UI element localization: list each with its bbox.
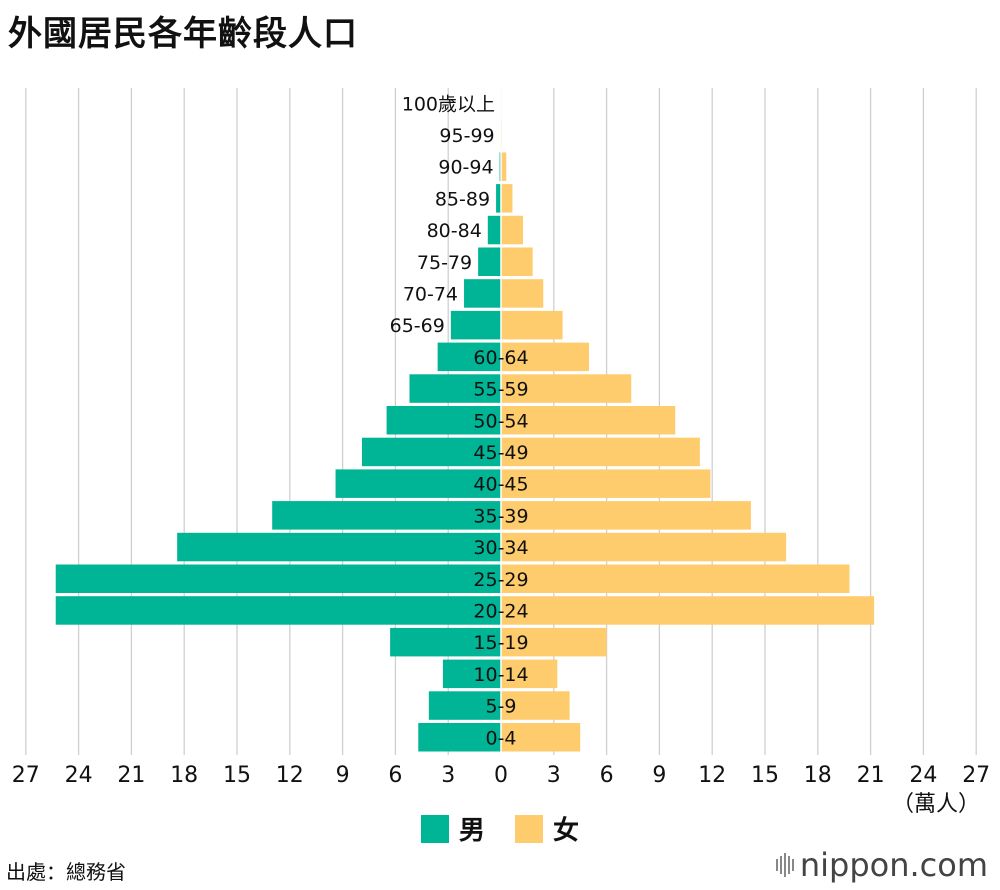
bar-female xyxy=(501,374,632,403)
category-label: 90-94 xyxy=(438,157,493,179)
legend-label-male: 男 xyxy=(458,816,485,846)
x-tick-label: 3 xyxy=(441,763,455,788)
legend: 男 女 xyxy=(0,810,1000,847)
x-tick-label: 12 xyxy=(698,763,726,788)
category-label: 95-99 xyxy=(439,125,494,147)
bar-female xyxy=(501,596,875,625)
x-tick-label: 27 xyxy=(962,763,990,788)
category-label: 85-89 xyxy=(435,188,490,210)
x-tick-label: 18 xyxy=(170,763,198,788)
legend-item-female: 女 xyxy=(515,810,579,847)
bar-female xyxy=(501,406,676,435)
nippon-logo[interactable]: nippon.com xyxy=(775,846,988,884)
x-tick-label: 6 xyxy=(600,763,614,788)
category-label: 0-4 xyxy=(485,727,516,749)
bar-male xyxy=(450,310,501,340)
x-tick-label: 15 xyxy=(751,763,779,788)
category-label: 40-45 xyxy=(473,474,528,496)
bar-male xyxy=(272,501,501,530)
legend-swatch-female xyxy=(515,814,543,843)
bar-female xyxy=(501,184,513,213)
bar-male xyxy=(418,723,501,752)
category-label: 35-39 xyxy=(473,505,528,527)
x-tick-label: 9 xyxy=(652,763,666,788)
bar-male xyxy=(390,627,501,657)
bar-female xyxy=(501,247,533,276)
x-tick-label: 6 xyxy=(388,763,402,788)
bar-male xyxy=(361,437,501,467)
category-label: 15-19 xyxy=(473,632,528,654)
category-label: 30-34 xyxy=(473,537,528,559)
x-tick-label: 21 xyxy=(857,763,885,788)
bar-female xyxy=(501,659,558,689)
bar-female xyxy=(501,310,563,340)
x-tick-label: 9 xyxy=(336,763,350,788)
x-tick-label: 12 xyxy=(276,763,304,788)
bar-female xyxy=(501,627,607,657)
bar-male xyxy=(464,279,501,308)
bar-male xyxy=(487,215,501,245)
category-label: 100歲以上 xyxy=(402,93,495,115)
x-tick-label: 15 xyxy=(223,763,251,788)
x-tick-label: 24 xyxy=(909,763,937,788)
legend-item-male: 男 xyxy=(420,810,485,847)
bar-female xyxy=(501,437,700,467)
nippon-bars-icon xyxy=(775,852,794,878)
category-label: 75-79 xyxy=(417,252,472,274)
legend-label-female: 女 xyxy=(553,816,580,846)
category-label: 50-54 xyxy=(473,410,528,432)
category-label: 55-59 xyxy=(473,379,528,401)
logo-text: nippon.com xyxy=(799,846,988,884)
category-label: 80-84 xyxy=(427,220,482,242)
bar-female xyxy=(501,152,507,181)
bar-male xyxy=(442,659,501,689)
bar-female xyxy=(501,215,523,245)
bar-male xyxy=(428,691,501,720)
bar-male xyxy=(478,247,501,276)
bar-female xyxy=(501,342,589,372)
bar-female xyxy=(501,532,787,562)
x-tick-label: 27 xyxy=(12,763,40,788)
x-tick-label: 0 xyxy=(494,763,508,788)
bar-male xyxy=(386,406,501,435)
bar-male xyxy=(335,469,501,498)
bar-male xyxy=(55,564,501,593)
bar-female xyxy=(501,279,544,308)
category-label: 60-64 xyxy=(473,347,528,369)
x-tick-label: 21 xyxy=(117,763,145,788)
legend-swatch-male xyxy=(420,814,449,843)
category-label: 20-24 xyxy=(473,600,528,622)
bar-female xyxy=(501,501,751,530)
source-note: 出處：總務省 xyxy=(6,860,126,884)
category-label: 45-49 xyxy=(473,442,528,464)
population-pyramid-chart: 27 24 21 18 15 12 9 6 3 0 3 6 9 12 15 18 21 24 27 100歲以上 95-… xyxy=(12,88,990,788)
bar-female xyxy=(501,469,711,498)
x-tick-label: 3 xyxy=(547,763,561,788)
category-label: 5-9 xyxy=(485,696,516,718)
bar-male xyxy=(55,596,501,625)
x-tick-label: 24 xyxy=(65,763,93,788)
bar-female xyxy=(501,564,850,593)
category-label: 25-29 xyxy=(473,569,528,591)
chart-title: 外國居民各年齡段人口 xyxy=(8,14,358,54)
category-label: 65-69 xyxy=(390,315,445,337)
category-label: 10-14 xyxy=(473,664,528,686)
unit-label: （萬人） xyxy=(891,792,980,817)
x-tick-label: 18 xyxy=(804,763,832,788)
bar-male xyxy=(437,342,501,372)
category-label: 70-74 xyxy=(403,283,458,305)
bar-male xyxy=(496,184,501,213)
bar-female xyxy=(501,723,581,752)
bar-male xyxy=(409,374,501,403)
bar-female xyxy=(501,691,570,720)
bar-male xyxy=(177,532,501,562)
